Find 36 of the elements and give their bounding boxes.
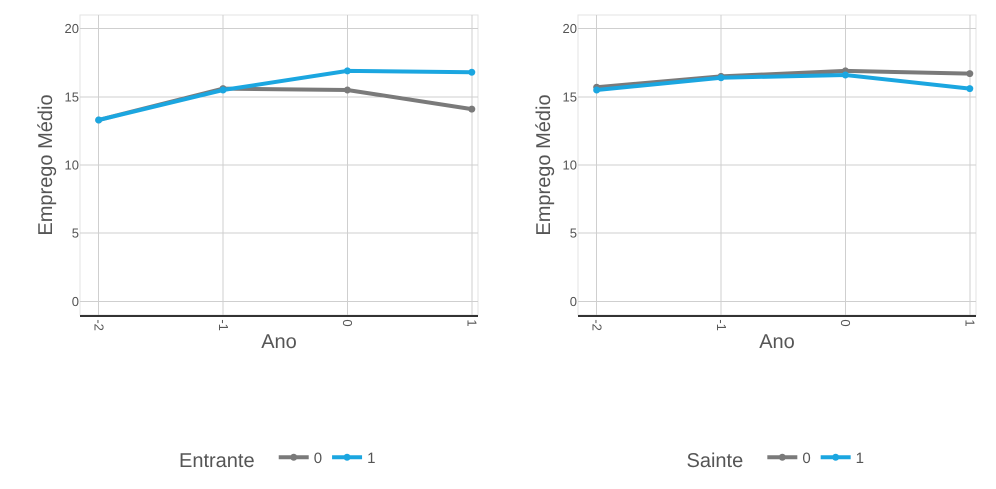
legend-label: 1 (367, 450, 376, 468)
legend-label: 0 (802, 450, 811, 468)
y-axis-title: Emprego Médio (35, 94, 58, 236)
point (344, 67, 351, 74)
y-tick-label: 0 (570, 294, 577, 309)
legend-title: Entrante (179, 450, 266, 472)
y-tick-label: 20 (64, 21, 79, 36)
y-tick-label: 0 (72, 294, 79, 309)
point (344, 86, 351, 94)
y-tick-label: 10 (64, 158, 79, 173)
x-axis-title: Ano (759, 330, 795, 353)
y-tick-label: 5 (72, 226, 79, 241)
point (966, 70, 974, 78)
x-axis-title: Ano (261, 330, 297, 353)
point (468, 68, 476, 76)
x-tick-label: 0 (340, 319, 356, 327)
x-tick-label: 1 (962, 319, 978, 327)
point (468, 106, 476, 113)
y-tick-label: 5 (570, 226, 577, 241)
x-tick-label: -2 (91, 319, 106, 331)
legend-label: 0 (314, 450, 322, 468)
y-tick-label: 20 (562, 21, 577, 36)
x-tick-label: -2 (589, 319, 604, 331)
x-tick-label: -1 (714, 319, 729, 331)
point (842, 72, 849, 78)
x-tick-label: 1 (464, 319, 480, 327)
y-tick-label: 15 (64, 89, 79, 104)
legend-title: Sainte (686, 450, 754, 472)
point (593, 86, 600, 94)
y-tick-label: 15 (562, 89, 577, 104)
y-tick-label: 10 (562, 158, 577, 173)
point (966, 85, 974, 92)
y-axis-title: Emprego Médio (533, 94, 556, 236)
legend-label: 1 (856, 450, 864, 468)
x-tick-label: -1 (216, 319, 231, 331)
x-tick-label: 0 (838, 319, 854, 327)
